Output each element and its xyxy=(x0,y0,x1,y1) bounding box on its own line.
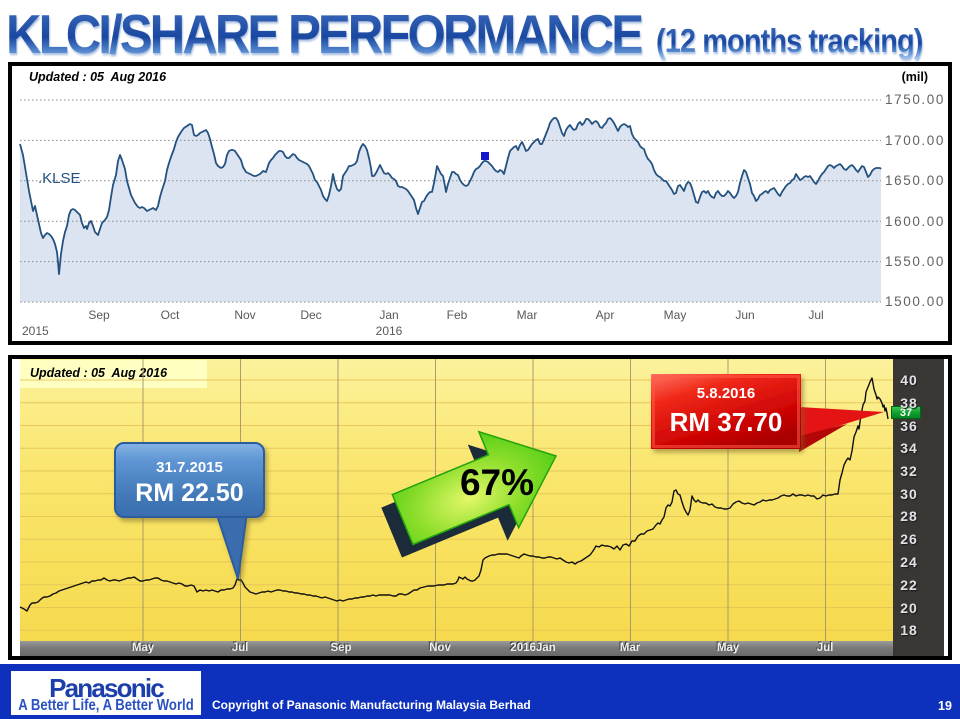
svg-text:67%: 67% xyxy=(460,462,534,503)
